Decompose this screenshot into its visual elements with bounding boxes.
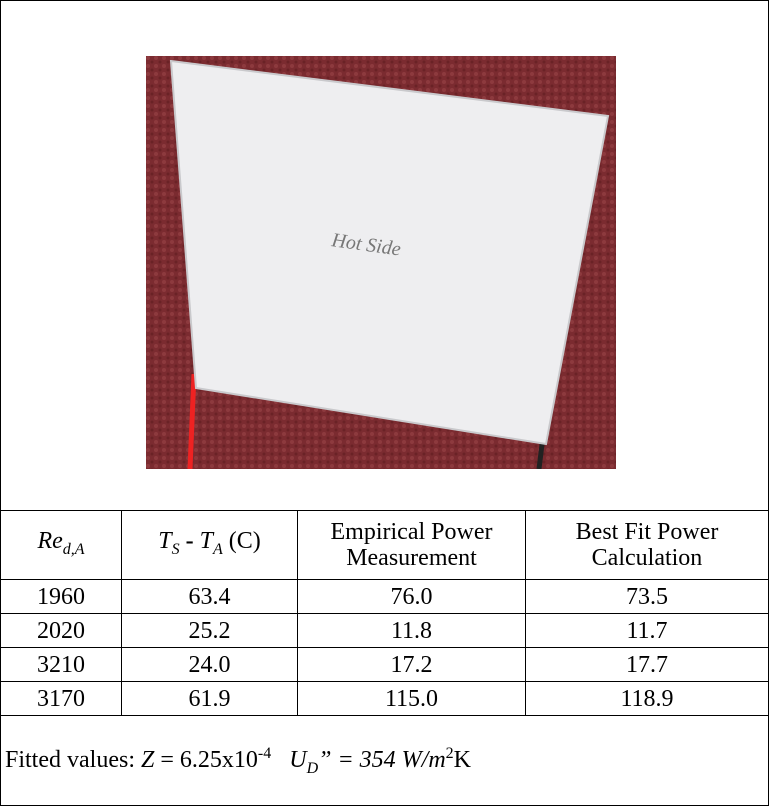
- footer-row: Fitted values: Z = 6.25x10-4 UD” = 354 W…: [1, 716, 768, 807]
- header-text: T: [200, 528, 213, 554]
- table-cell: 73.5: [526, 580, 769, 614]
- table-cell: 1960: [1, 580, 122, 614]
- header-sub: S: [172, 540, 180, 557]
- header-text: Re: [37, 528, 62, 554]
- header-cell: Red,A: [1, 511, 122, 580]
- header-text: Measurement: [346, 545, 477, 571]
- table-cell: 11.8: [298, 614, 526, 648]
- table-cell: 118.9: [526, 682, 769, 716]
- footer-sup: -4: [258, 745, 271, 762]
- table-cell: 11.7: [526, 614, 769, 648]
- footer-text: Fitted values:: [5, 747, 141, 773]
- table-cell: 17.2: [298, 648, 526, 682]
- table-cell: 3210: [1, 648, 122, 682]
- footer-sup: 2: [446, 745, 454, 762]
- table-cell: 3170: [1, 682, 122, 716]
- header-text: -: [180, 528, 200, 554]
- header-cell: TS - TA (C): [122, 511, 298, 580]
- table-cell: 2020: [1, 614, 122, 648]
- header-text: (C): [223, 528, 261, 554]
- table-cell: 17.7: [526, 648, 769, 682]
- header-text: Calculation: [592, 545, 703, 571]
- header-text: Empirical Power: [331, 519, 493, 545]
- table-cell: 25.2: [122, 614, 298, 648]
- header-sub: A: [213, 540, 223, 557]
- header-text: T: [158, 528, 171, 554]
- footer-cell: Fitted values: Z = 6.25x10-4 UD” = 354 W…: [1, 716, 768, 807]
- photo: Hot Side: [146, 56, 616, 469]
- table-cell: 115.0: [298, 682, 526, 716]
- table-cell: 61.9: [122, 682, 298, 716]
- table-cell: 76.0: [298, 580, 526, 614]
- footer-text: = 6.25x10: [154, 747, 258, 773]
- header-sub: d,A: [63, 540, 85, 557]
- footer-sub: D: [307, 760, 319, 777]
- footer-text: ” = 354 W/m: [318, 747, 446, 773]
- footer-text: U: [289, 747, 306, 773]
- footer-text: K: [454, 747, 471, 773]
- table-cell: 63.4: [122, 580, 298, 614]
- table-cell: 24.0: [122, 648, 298, 682]
- header-text: Best Fit Power: [576, 519, 719, 545]
- footer-text: Z: [141, 747, 154, 773]
